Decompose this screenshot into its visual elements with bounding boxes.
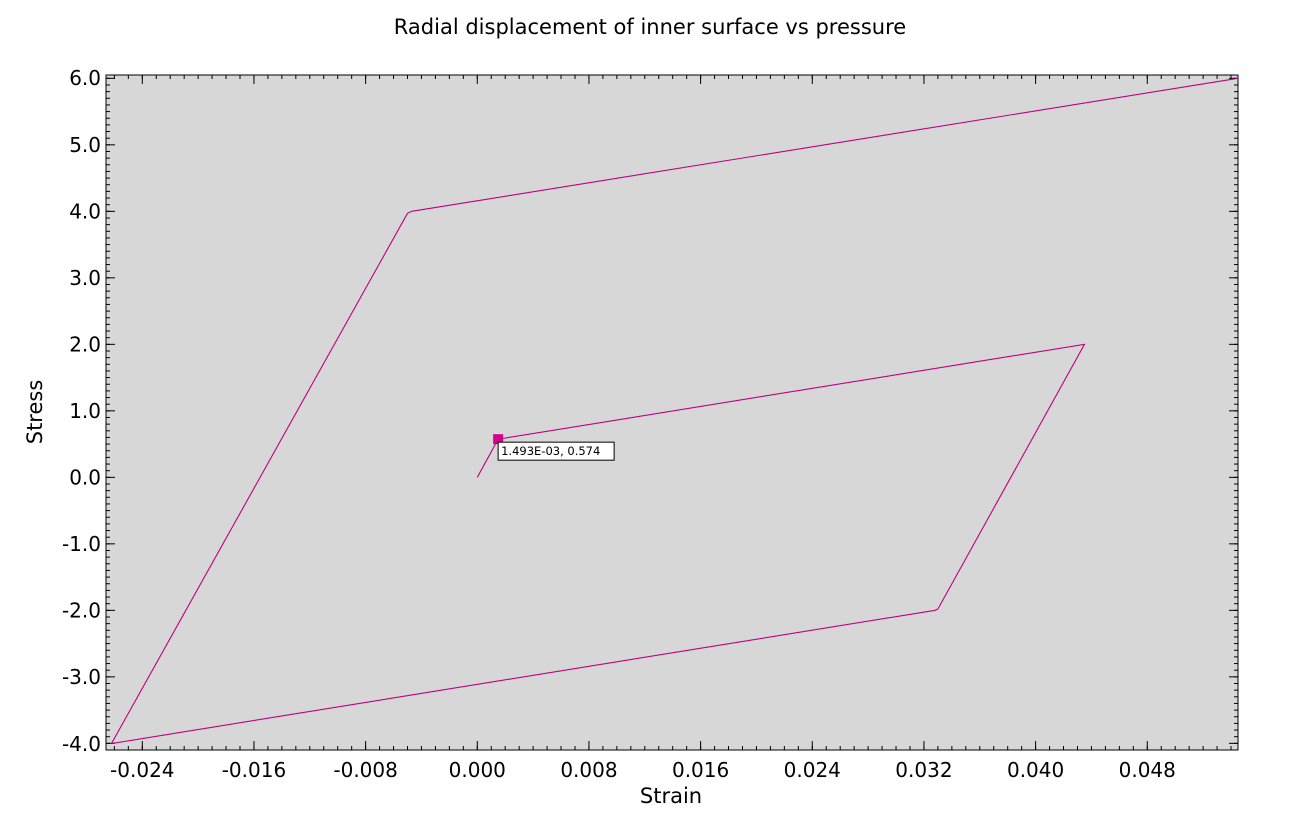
series-line [110, 77, 1239, 744]
y-tick-label: 6.0 [69, 66, 101, 90]
probe-tooltip-box [497, 441, 615, 461]
y-tick-label: -1.0 [62, 532, 101, 556]
major-ticks [106, 75, 1238, 750]
annotation-layer[interactable]: 1.493E-03, 0.574 [493, 434, 615, 461]
y-tick-label: 3.0 [69, 266, 101, 290]
y-tick-label: 0.0 [69, 465, 101, 489]
x-tick-labels: -0.024 -0.016 -0.008 0.000 0.008 0.016 0.024 0.… [110, 758, 1176, 782]
x-tick-label: 0.032 [895, 758, 952, 782]
y-axis-label: Stress [23, 380, 47, 445]
y-tick-label: -3.0 [62, 665, 101, 689]
y-tick-label: 2.0 [69, 332, 101, 356]
probe-marker [493, 434, 504, 445]
x-tick-label: -0.008 [333, 758, 397, 782]
x-tick-label: -0.024 [110, 758, 174, 782]
x-tick-label: 0.024 [784, 758, 841, 782]
y-tick-label: -4.0 [62, 732, 101, 756]
x-tick-label: 0.040 [1007, 758, 1064, 782]
x-tick-label: 0.008 [560, 758, 617, 782]
y-tick-label: 5.0 [69, 133, 101, 157]
y-tick-label: 4.0 [69, 199, 101, 223]
series-layer [110, 77, 1239, 744]
plot-area [105, 74, 1239, 751]
chart-title: Radial displacement of inner surface vs … [394, 15, 906, 39]
x-tick-label: 0.000 [449, 758, 506, 782]
y-tick-labels: -4.0 -3.0 -2.0 -1.0 0.0 1.0 2.0 3.0 4.0 5.0 6.0 [62, 66, 101, 756]
x-axis-label: Strain [640, 784, 702, 808]
y-tick-label: -2.0 [62, 598, 101, 622]
y-tick-label: 1.0 [69, 399, 101, 423]
x-tick-label: -0.016 [222, 758, 286, 782]
probe-tooltip-text: 1.493E-03, 0.574 [501, 444, 600, 458]
x-tick-label: 0.016 [672, 758, 729, 782]
x-tick-label: 0.048 [1119, 758, 1176, 782]
